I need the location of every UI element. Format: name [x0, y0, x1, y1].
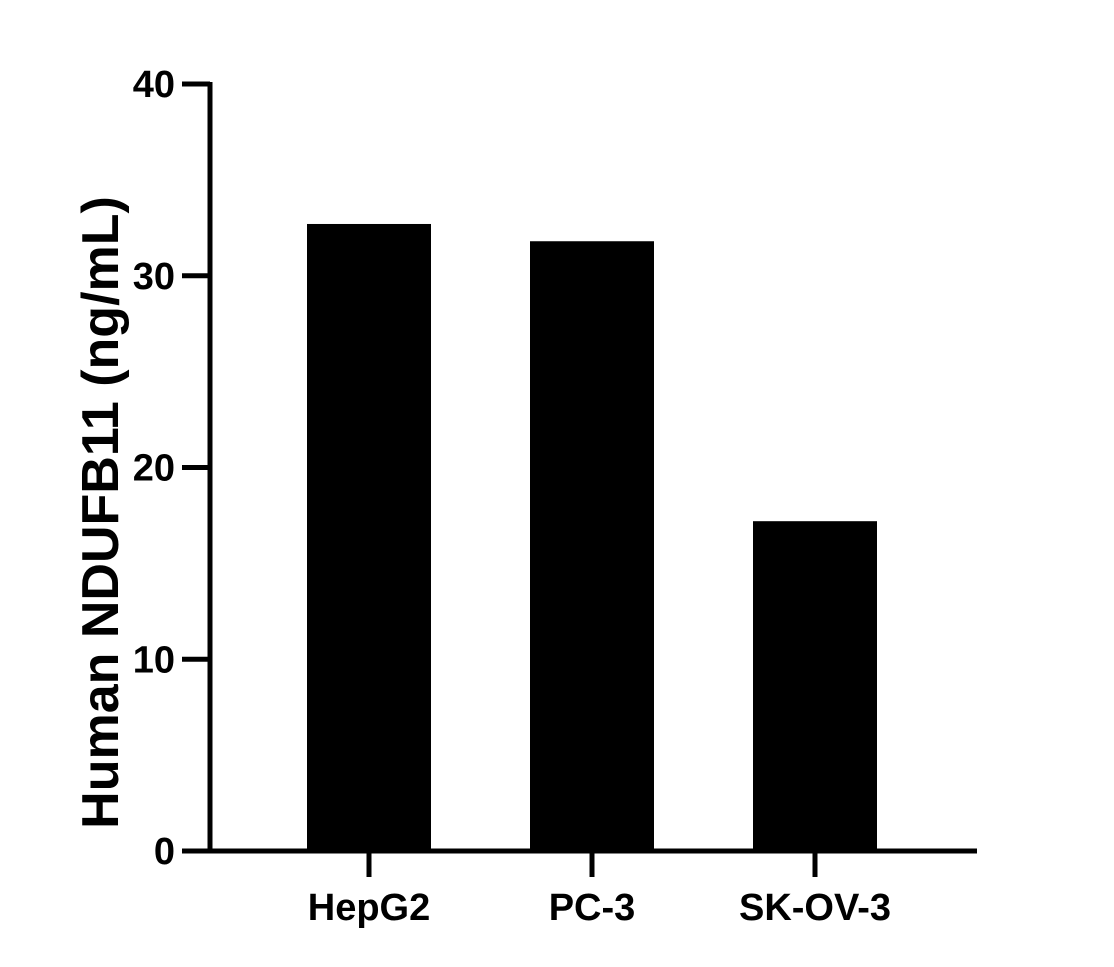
bar-hepg2 — [307, 223, 431, 852]
y-axis-ticks: 0 10 20 30 40 — [133, 64, 210, 873]
bars-group — [307, 223, 877, 852]
bar-pc-3 — [530, 241, 654, 852]
x-axis-ticks: HepG2 PC-3 SK-OV-3 — [308, 851, 891, 929]
y-tick-label: 20 — [133, 448, 175, 490]
y-tick-label: 10 — [133, 639, 175, 681]
x-tick-label: HepG2 — [308, 887, 430, 929]
x-tick-label: SK-OV-3 — [739, 887, 891, 929]
y-tick-label: 40 — [133, 64, 175, 106]
y-axis-title: Human NDUFB11 (ng/mL) — [72, 196, 130, 829]
x-tick-label: PC-3 — [549, 887, 636, 929]
bar-sk-ov-3 — [753, 521, 877, 851]
y-tick-label: 30 — [133, 256, 175, 298]
y-tick-label: 0 — [154, 831, 175, 873]
